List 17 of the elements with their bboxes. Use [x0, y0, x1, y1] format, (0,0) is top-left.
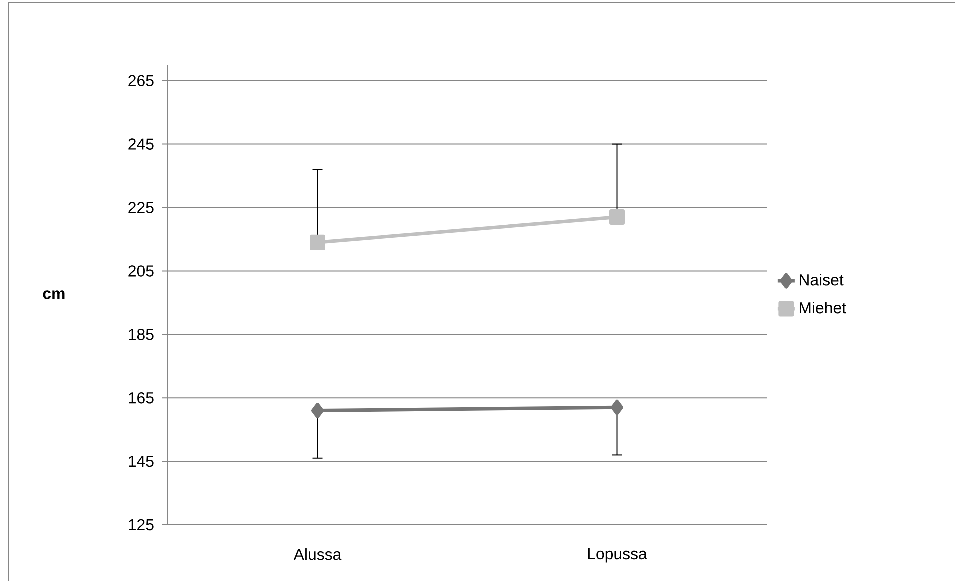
- y-tick-label: 225: [128, 202, 154, 214]
- y-tick-label: 165: [129, 392, 154, 404]
- y-tick-label: 265: [128, 75, 154, 86]
- y-tick-label: 245: [128, 138, 154, 150]
- y-tick-label: 125: [129, 519, 154, 531]
- y-tick-label: 205: [128, 266, 154, 277]
- y-tick-label: 185: [129, 329, 154, 340]
- point: [611, 400, 624, 416]
- legend-label: Naiset: [800, 274, 844, 286]
- y-axis-title: cm: [43, 290, 65, 300]
- point: [310, 234, 326, 250]
- x-tick-label: Lopussa: [588, 548, 648, 563]
- x-tick-label: Alussa: [294, 548, 342, 560]
- legend-label: Miehet: [800, 302, 846, 314]
- y-tick-label: 145: [129, 456, 154, 468]
- point: [312, 403, 324, 419]
- point: [610, 210, 626, 226]
